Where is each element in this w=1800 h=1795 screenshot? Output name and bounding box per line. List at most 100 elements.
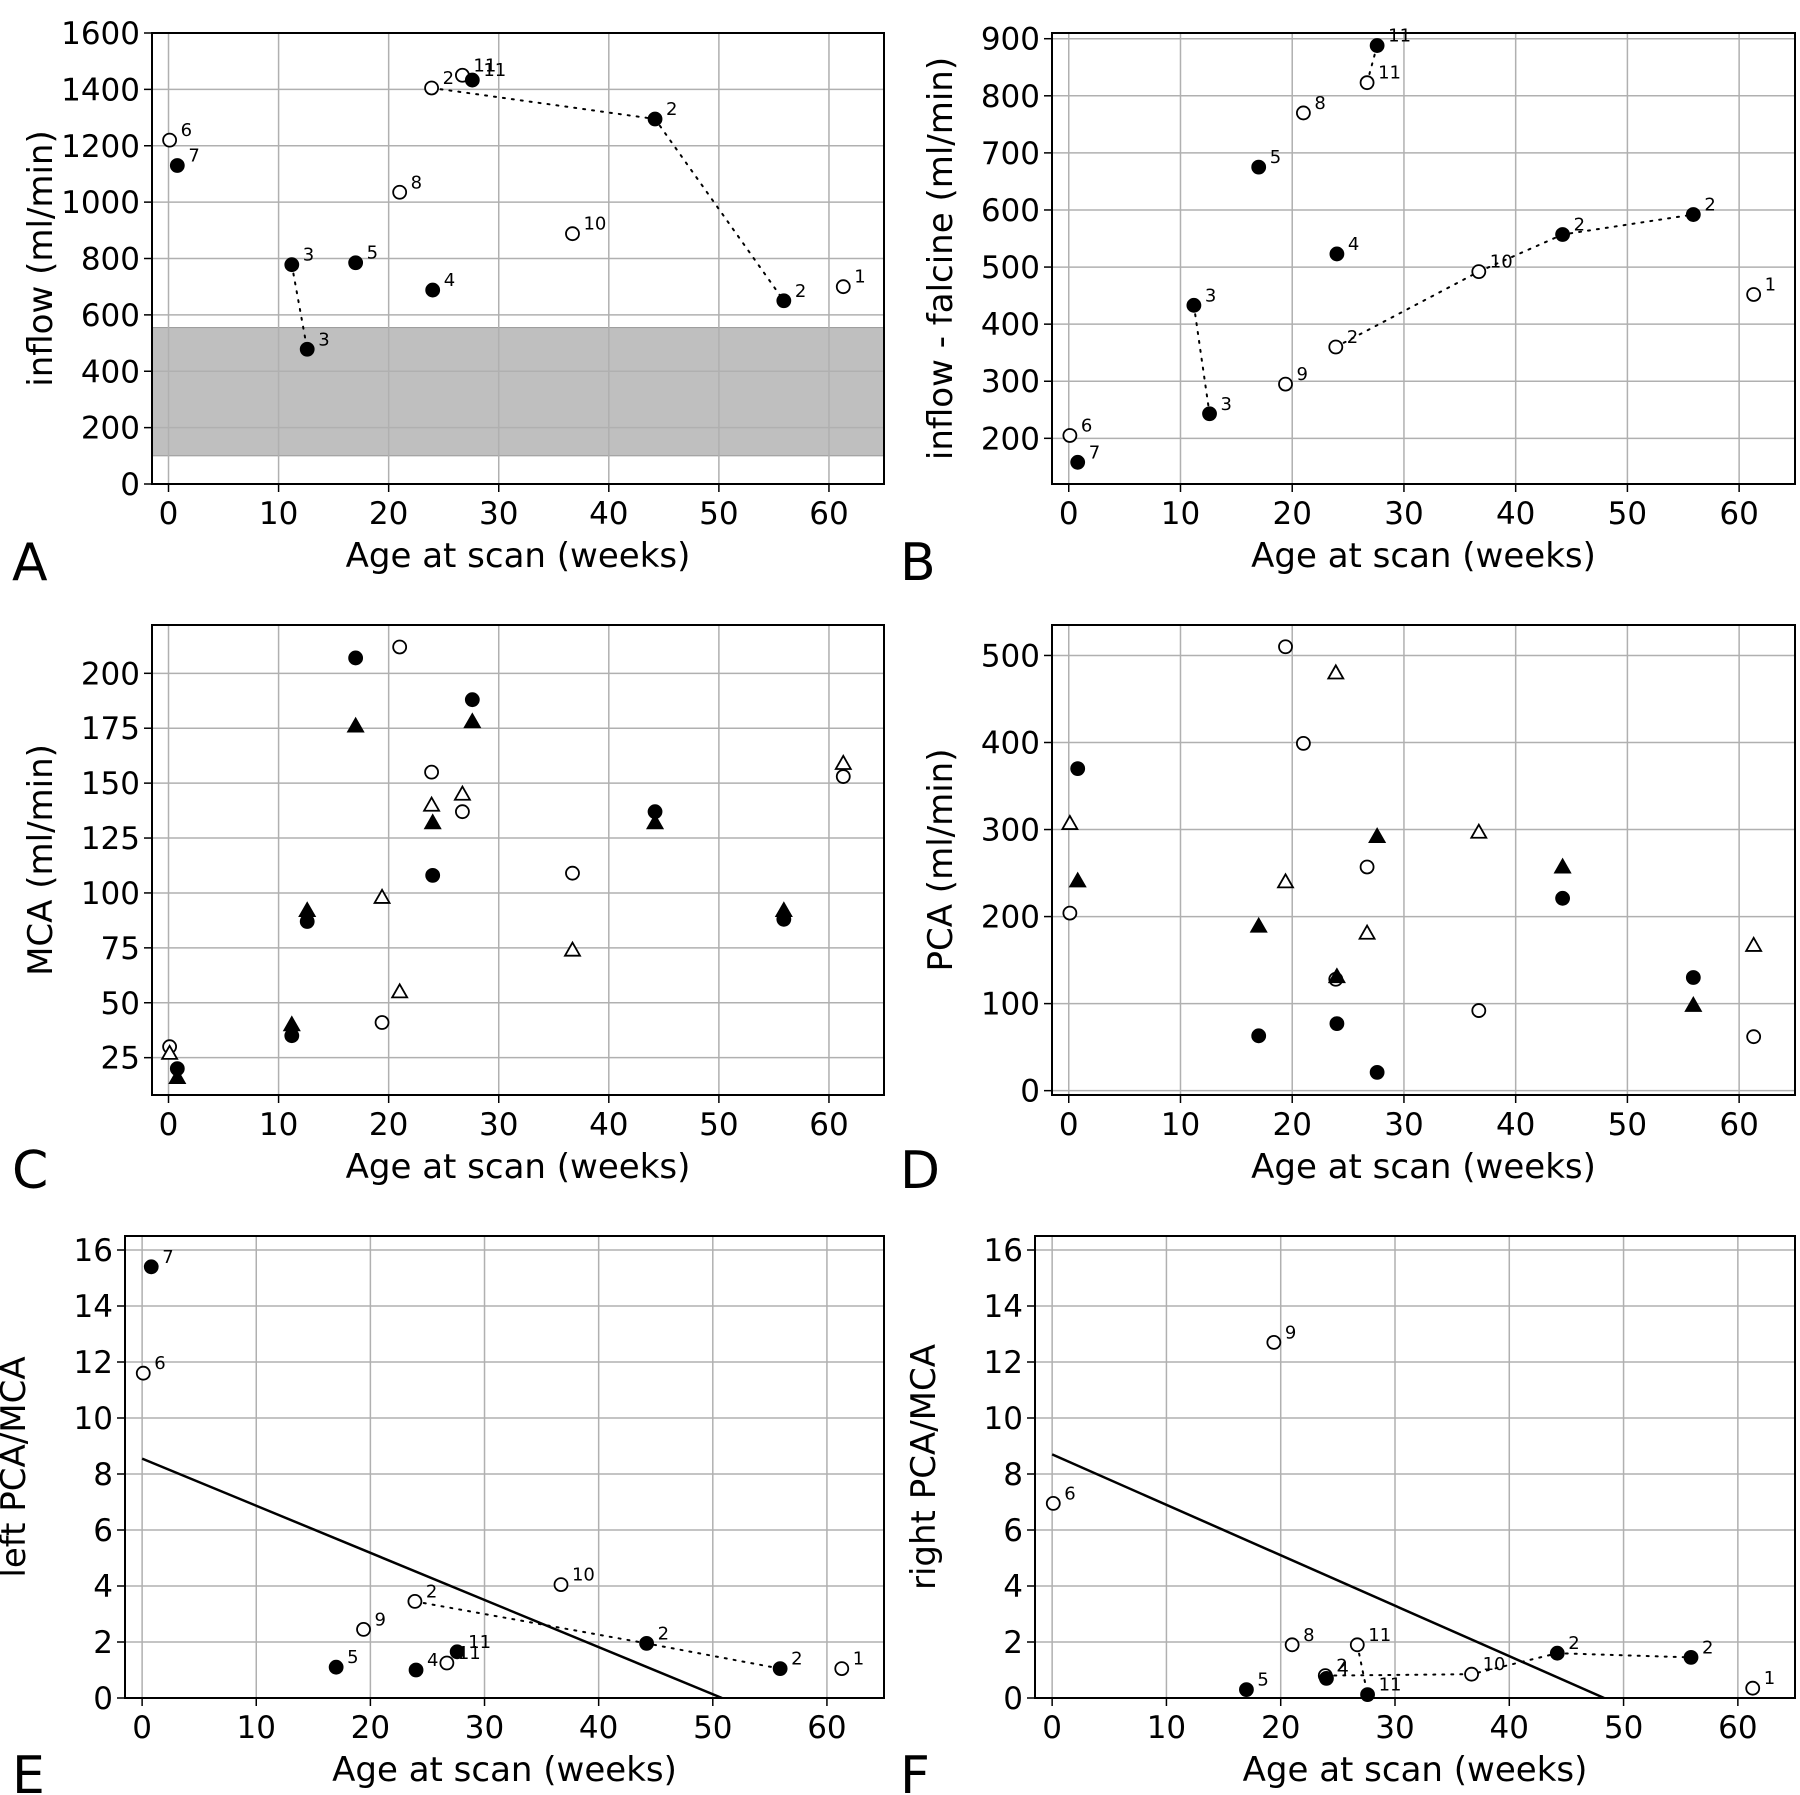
x-tick-label: 10	[1161, 496, 1200, 532]
y-axis-title: MCA (ml/min)	[21, 744, 61, 976]
y-tick-label: 10	[74, 1401, 113, 1437]
data-point	[135, 1365, 151, 1381]
x-axis-title: Age at scan (weeks)	[1251, 1147, 1596, 1187]
triangle-marker	[1326, 663, 1345, 680]
y-tick-label: 6	[1003, 1513, 1023, 1549]
point-label: 7	[188, 145, 199, 166]
circle-marker	[392, 639, 408, 655]
circle-marker	[1251, 1028, 1267, 1044]
circle-marker	[455, 804, 470, 820]
y-tick-label: 1200	[61, 129, 140, 165]
circle-marker	[1746, 1029, 1762, 1045]
point-label: 1	[1764, 1668, 1775, 1689]
x-tick-label: 40	[589, 496, 628, 532]
data-point	[425, 282, 441, 298]
x-tick-label: 20	[351, 1710, 390, 1746]
y-tick-label: 14	[984, 1289, 1023, 1325]
triangle-marker	[346, 716, 365, 733]
point-label: 3	[1205, 285, 1216, 306]
x-tick-label: 30	[479, 1107, 518, 1143]
data-point	[1555, 227, 1571, 242]
y-tick-label: 600	[981, 193, 1040, 229]
x-tick-label: 60	[1719, 496, 1758, 532]
triangle-marker	[1327, 967, 1346, 984]
point-label: 6	[181, 120, 192, 141]
triangle-marker	[390, 982, 409, 999]
triangle-marker	[1469, 822, 1488, 839]
circle-marker	[1062, 905, 1078, 921]
x-tick-label: 0	[1059, 496, 1079, 532]
data-point	[1360, 1687, 1375, 1703]
y-tick-label: 300	[981, 364, 1040, 400]
data-point	[1202, 406, 1217, 422]
triangle-marker	[774, 901, 793, 918]
x-tick-label: 20	[369, 1107, 408, 1143]
circle-marker	[1278, 639, 1293, 655]
data-point	[328, 1659, 344, 1675]
data-point	[776, 293, 792, 309]
y-tick-label: 25	[101, 1041, 140, 1077]
patient-connector	[1324, 1652, 1692, 1677]
x-tick-label: 60	[809, 1107, 848, 1143]
point-label: 2	[1574, 215, 1585, 236]
y-tick-label: 800	[81, 242, 140, 278]
panel-letter: E	[12, 1746, 45, 1795]
data-point	[1319, 1671, 1334, 1686]
y-tick-label: 0	[1003, 1681, 1023, 1717]
x-tick-label: 40	[589, 1107, 628, 1143]
panel-letter: F	[900, 1746, 930, 1795]
point-label: 4	[444, 270, 455, 291]
x-tick-label: 50	[699, 496, 738, 532]
x-tick-label: 40	[579, 1710, 618, 1746]
x-axis-title: Age at scan (weeks)	[1243, 1750, 1588, 1790]
point-label: 10	[583, 214, 606, 235]
data-point	[1683, 1650, 1699, 1665]
data-point	[1062, 428, 1078, 443]
data-point	[834, 1661, 850, 1676]
data-point	[439, 1655, 455, 1671]
circle-marker	[425, 867, 441, 883]
circle-marker	[565, 865, 580, 881]
triangle-marker	[463, 712, 482, 729]
point-label: 2	[666, 99, 677, 120]
data-point	[356, 1622, 371, 1637]
data-point	[424, 80, 439, 96]
y-tick-label: 150	[81, 766, 140, 802]
x-tick-label: 50	[699, 1107, 738, 1143]
data-point	[1745, 1680, 1761, 1696]
triangle-marker	[168, 1068, 187, 1084]
circle-marker	[1295, 735, 1311, 751]
circle-marker	[1471, 1003, 1487, 1018]
data-point	[772, 1661, 788, 1676]
plot-frame	[1051, 32, 1796, 485]
panel-B: 0 10 20 30 40 50 60 200 300 400 500 600 700 800 900 6 7 3…	[900, 22, 1796, 593]
reference-band	[151, 327, 885, 457]
point-label: 6	[1064, 1483, 1075, 1504]
data-point	[464, 72, 480, 88]
y-tick-label: 400	[81, 354, 140, 390]
x-tick-label: 50	[1608, 496, 1647, 532]
data-point	[299, 341, 315, 357]
data-point	[392, 184, 408, 200]
x-tick-label: 20	[1261, 1710, 1300, 1746]
data-point	[1295, 105, 1311, 121]
data-point	[1278, 376, 1293, 392]
x-tick-label: 0	[159, 1107, 179, 1143]
x-tick-label: 20	[369, 496, 408, 532]
triangle-marker	[563, 940, 582, 957]
y-tick-label: 0	[1020, 1074, 1040, 1110]
x-axis-title: Age at scan (weeks)	[1251, 536, 1596, 576]
x-tick-label: 10	[237, 1710, 276, 1746]
point-label: 8	[1314, 93, 1325, 114]
point-label: 3	[1221, 394, 1232, 415]
patient-connector	[290, 263, 309, 351]
y-tick-label: 1000	[61, 185, 140, 221]
y-tick-label: 8	[93, 1457, 113, 1493]
circle-marker	[1070, 761, 1086, 777]
point-label: 2	[791, 1649, 802, 1670]
triangle-marker	[1060, 814, 1079, 830]
y-tick-label: 600	[81, 298, 140, 334]
